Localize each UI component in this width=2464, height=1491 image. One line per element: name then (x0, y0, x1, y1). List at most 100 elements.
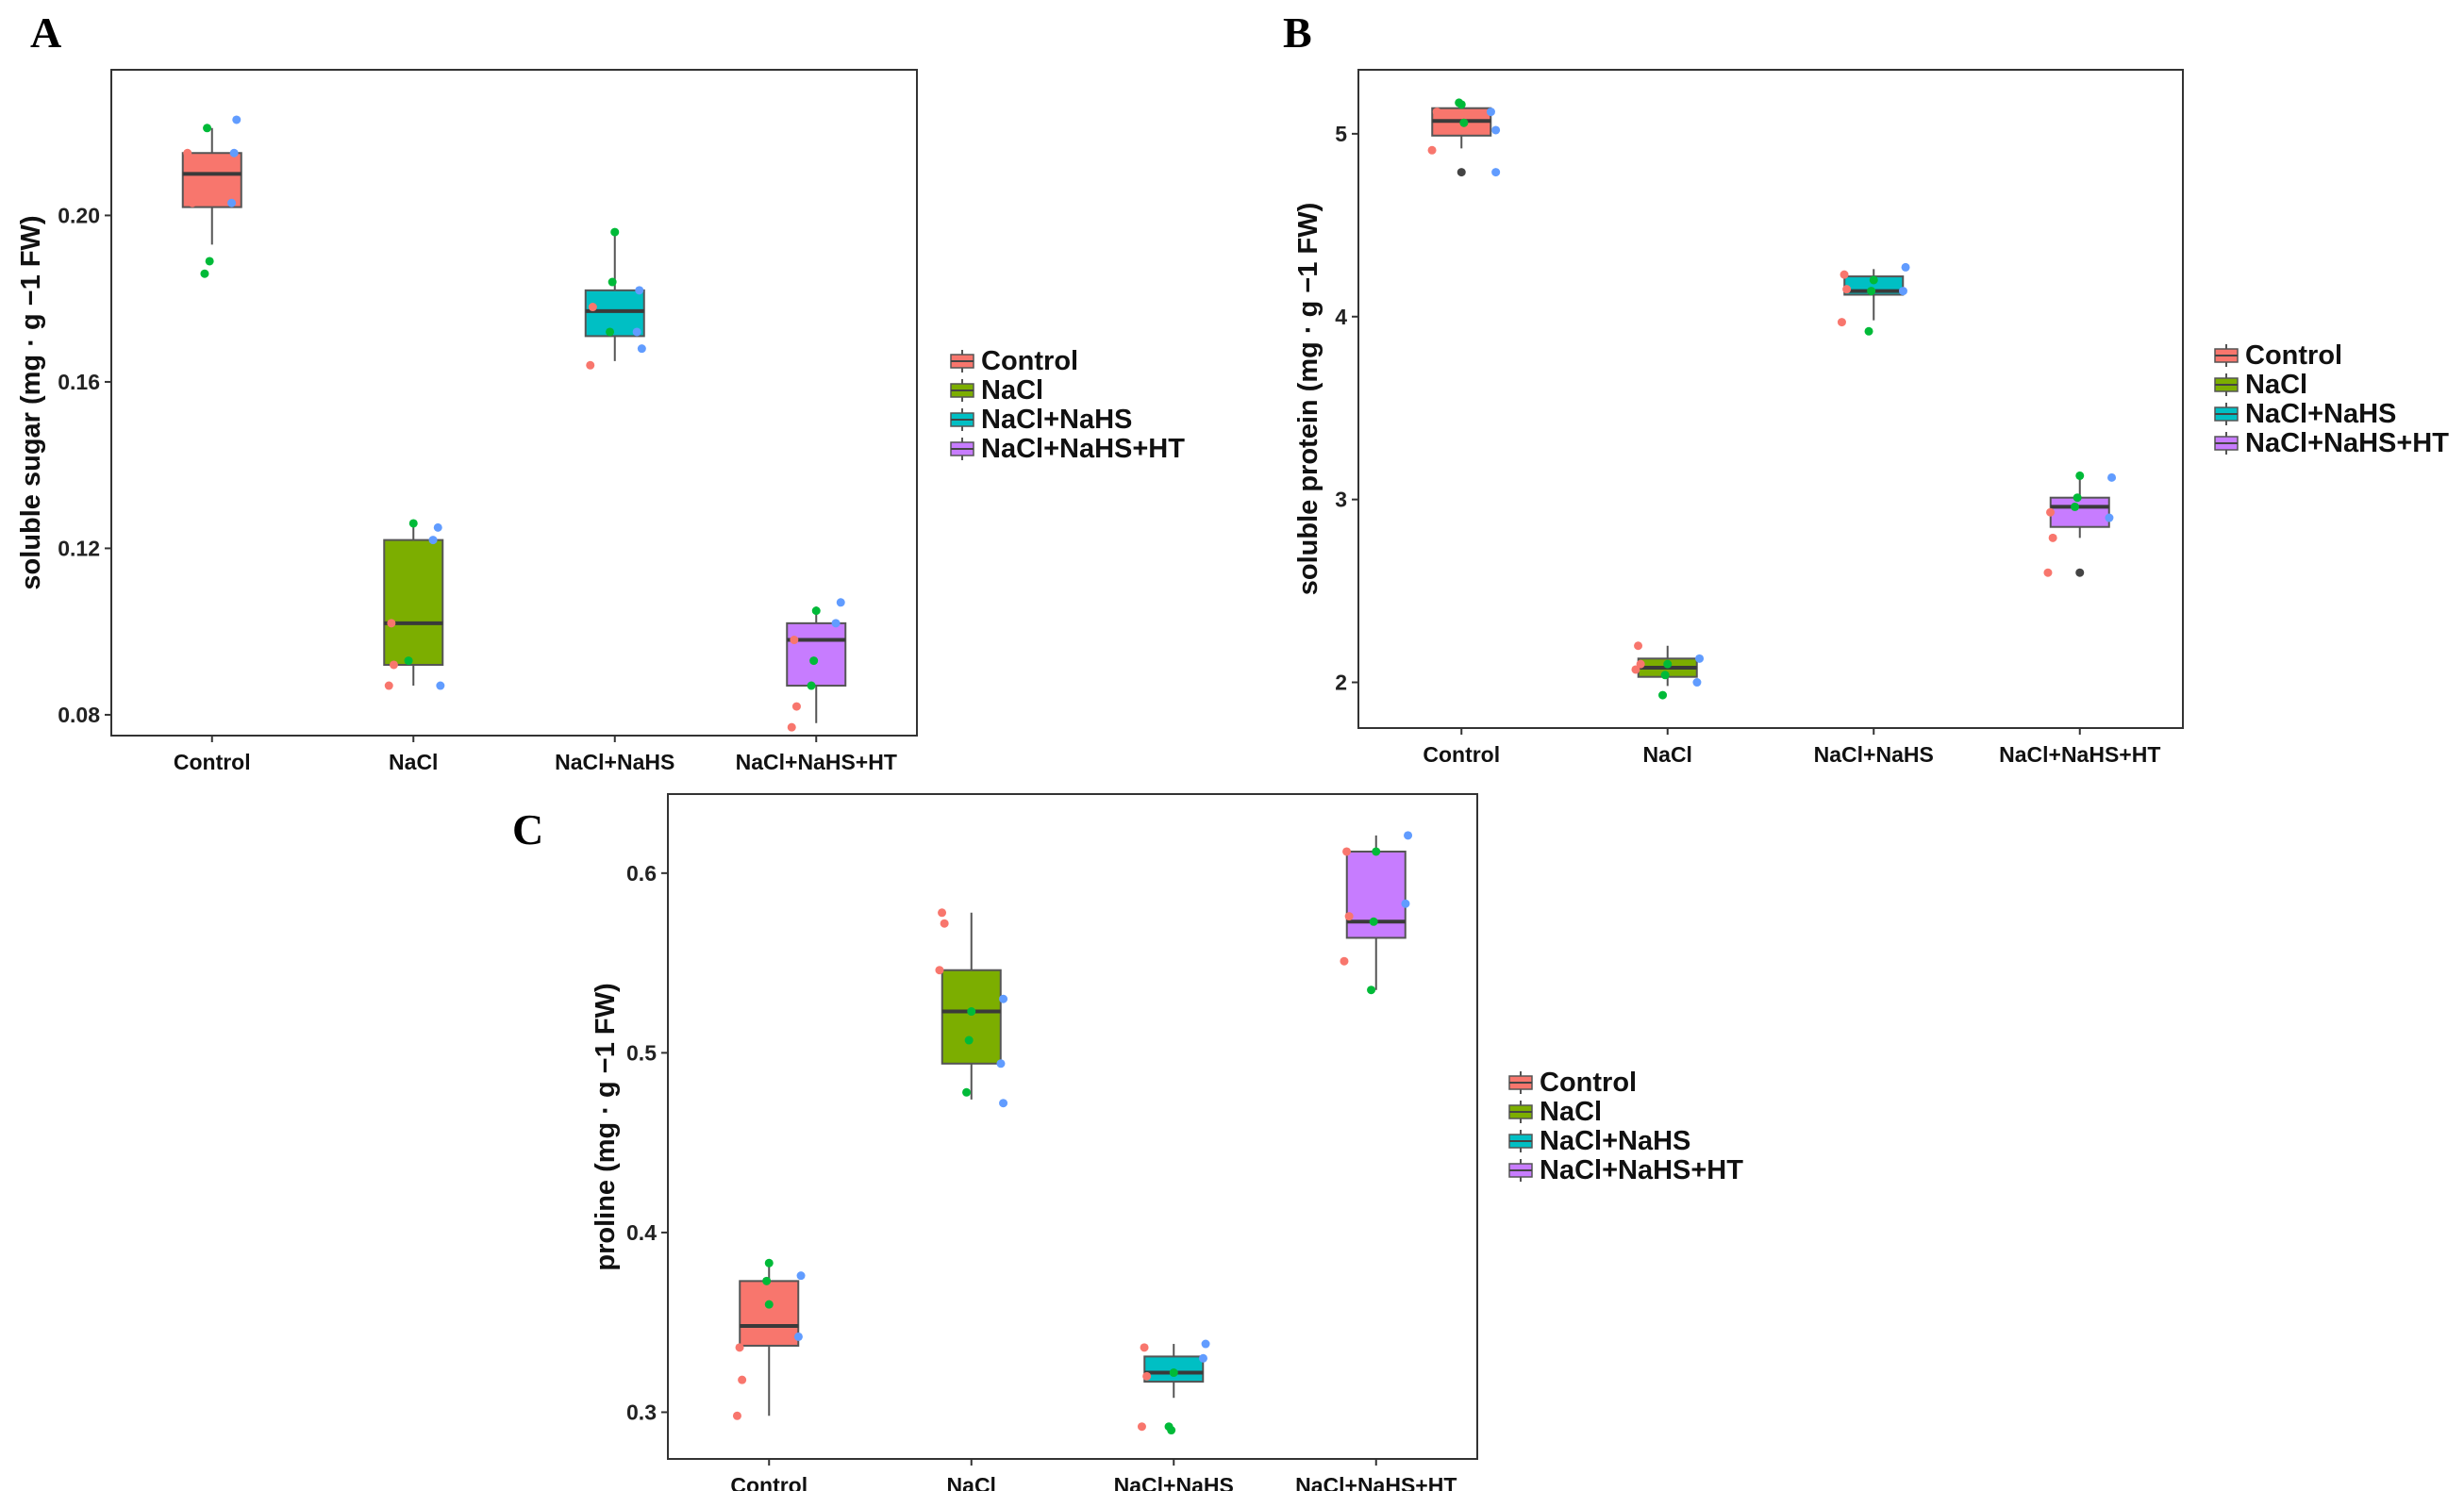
legend-label: NaCl+NaHS (981, 405, 1132, 435)
data-point (935, 966, 944, 975)
box-group-b (2043, 471, 2117, 577)
data-point (735, 1343, 744, 1352)
data-point (1169, 1368, 1178, 1378)
y-tick-label-c: 0.6 (626, 861, 657, 886)
data-point (200, 269, 209, 278)
data-point (1342, 847, 1352, 856)
box (786, 621, 847, 688)
data-point (232, 115, 241, 124)
data-point (586, 360, 595, 370)
x-tick-label-c: NaCl+NaHS+HT (1295, 1473, 1457, 1491)
data-point (964, 1035, 974, 1045)
data-point (996, 1059, 1006, 1069)
y-tick-label-a: 0.16 (58, 370, 100, 394)
x-tick-label-b: Control (1423, 742, 1500, 767)
data-point (940, 919, 949, 928)
data-point (2043, 568, 2053, 577)
data-point (1137, 1422, 1146, 1432)
data-point (1864, 326, 1873, 336)
box-group-c (1340, 831, 1413, 995)
panel-b: B soluble protein (mg · g −1 FW) 2 3 4 5 Co… (1283, 8, 2184, 767)
boxplots-a (181, 115, 847, 732)
y-axis-label-c: proline (mg · g −1 FW) (591, 983, 621, 1270)
data-point (796, 1271, 806, 1281)
data-point (433, 522, 442, 532)
data-point (183, 148, 192, 157)
box (2049, 496, 2110, 528)
data-point (793, 1332, 803, 1341)
data-point (787, 722, 796, 732)
data-point (608, 277, 617, 287)
data-point (635, 286, 644, 295)
legend-key (2214, 432, 2239, 455)
boxplots-b (1427, 98, 2117, 700)
data-point (632, 327, 641, 337)
y-tick-label-b: 3 (1335, 488, 1347, 512)
data-point (1869, 275, 1878, 285)
data-point (791, 702, 801, 711)
y-tick-label-a: 0.12 (58, 536, 100, 560)
x-tick-label-a: NaCl+NaHS+HT (736, 750, 897, 774)
data-point (1372, 847, 1381, 856)
x-tick-label-b: NaCl+NaHS+HT (1999, 742, 2160, 767)
box-group-a (584, 227, 646, 370)
data-point (1660, 671, 1670, 680)
data-point (428, 536, 438, 545)
data-point (732, 1411, 741, 1420)
data-point (999, 994, 1008, 1003)
y-tick-label-c: 0.4 (626, 1220, 657, 1245)
x-tick-label-c: NaCl (947, 1473, 996, 1491)
boxplots-c (732, 831, 1413, 1435)
data-point (1692, 678, 1702, 688)
x-tick-label-a: Control (174, 750, 251, 774)
data-point (836, 598, 845, 607)
box (739, 1280, 800, 1347)
plot-frame-b (1357, 69, 2184, 729)
data-point (1140, 1343, 1149, 1352)
legend-key (950, 350, 974, 373)
data-point (1634, 641, 1643, 651)
legend-key (2214, 403, 2239, 425)
panel-letter-b: B (1283, 8, 1312, 57)
legend-key (1508, 1101, 1533, 1123)
x-tick-label-b: NaCl (1643, 742, 1692, 767)
y-axis-ticks-c: 0.3 0.4 0.5 0.6 (626, 861, 668, 1424)
data-point (1404, 831, 1413, 840)
data-point (188, 198, 197, 207)
data-point (1427, 145, 1437, 155)
x-tick-label-c: NaCl+NaHS (1114, 1473, 1234, 1491)
data-point (962, 1087, 972, 1097)
legend-key (2214, 344, 2239, 367)
legend-key (1508, 1130, 1533, 1152)
data-point (1867, 287, 1876, 296)
legend-label: NaCl+NaHS (1540, 1126, 1690, 1156)
legend-key (1508, 1159, 1533, 1182)
y-axis-label-a: soluble sugar (mg · g −1 FW) (16, 215, 46, 589)
data-point (227, 198, 237, 207)
outlier-point (1457, 168, 1466, 177)
y-tick-label-c: 0.5 (626, 1040, 657, 1065)
data-point (1663, 659, 1673, 669)
x-axis-ticks-a: Control NaCl NaCl+NaHS NaCl+NaHS+HT (174, 736, 897, 774)
legend-label: NaCl+NaHS+HT (1540, 1155, 1743, 1185)
data-point (1367, 986, 1376, 995)
data-point (1340, 956, 1349, 966)
x-tick-label-b: NaCl+NaHS (1814, 742, 1934, 767)
data-point (2073, 493, 2082, 503)
data-point (1842, 285, 1852, 294)
data-point (790, 636, 799, 645)
data-point (1344, 912, 1354, 921)
data-point (1631, 665, 1640, 674)
data-point (764, 1258, 774, 1267)
data-point (205, 257, 214, 266)
legend-label: Control (2245, 340, 2342, 371)
box-group-c (935, 908, 1008, 1108)
data-point (229, 148, 239, 157)
data-point (387, 619, 396, 628)
x-tick-label-a: NaCl (389, 750, 438, 774)
data-point (436, 681, 445, 690)
legend-label: Control (1540, 1068, 1637, 1098)
box-group-a (786, 598, 847, 732)
data-point (1164, 1422, 1174, 1432)
